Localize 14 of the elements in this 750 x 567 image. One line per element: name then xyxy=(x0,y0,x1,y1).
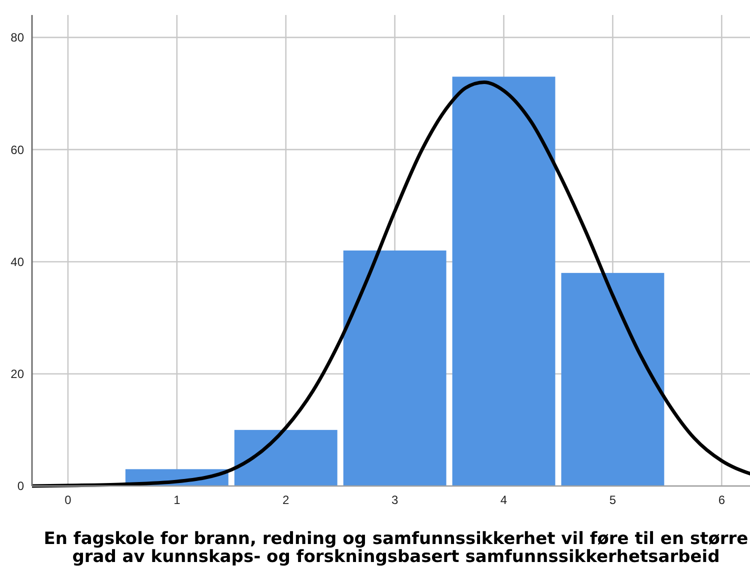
x-tick-label: 2 xyxy=(282,493,290,507)
y-tick-label: 0 xyxy=(17,479,24,494)
x-axis-title: En fagskole for brann, redning og samfunnssikkerhet vil føre til en større grad av kunnskaps- og forskningsbasert samfunnssikkerhetsarbeid xyxy=(44,529,748,567)
x-tick-label: 1 xyxy=(174,493,181,507)
x-tick-label: 4 xyxy=(500,493,508,507)
x-tick-label: 0 xyxy=(64,493,72,507)
x-tick-label: 3 xyxy=(391,493,398,507)
y-tick-label: 60 xyxy=(10,142,24,157)
x-tick-label: 5 xyxy=(609,493,616,507)
y-tick-label: 20 xyxy=(10,367,24,382)
x-tick-label: 6 xyxy=(718,493,726,507)
line-series xyxy=(32,80,750,488)
y-tick-label: 80 xyxy=(10,30,24,45)
y-tick-label: 40 xyxy=(10,254,24,269)
